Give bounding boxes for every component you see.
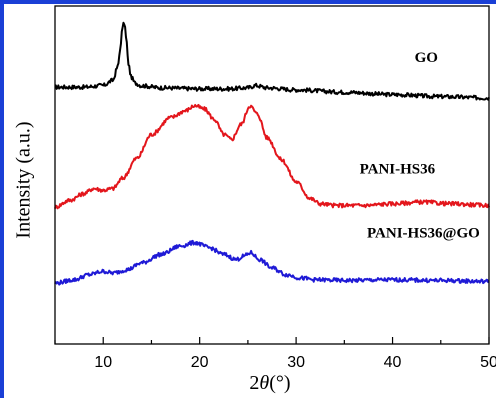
series-annotation: PANI-HS36@GO [367, 226, 480, 242]
x-tick-label: 20 [191, 354, 209, 371]
y-axis-title: Intensity (a.u.) [12, 121, 35, 239]
x-tick-label: 50 [480, 354, 496, 371]
x-tick-label: 10 [94, 354, 112, 371]
series-annotation: GO [415, 50, 438, 66]
annotation-layer: GO PANI-HS36 PANI-HS36@GO [360, 50, 480, 242]
curves-layer [54, 21, 490, 286]
series-line-2 [54, 239, 490, 286]
x-axis-title: 2θ(°) [249, 372, 290, 395]
x-tick-label: 40 [384, 354, 402, 371]
plot-frame [54, 5, 490, 345]
x-axis-title-symbol: θ [259, 372, 270, 394]
series-line-0 [54, 21, 490, 101]
x-tick-label: 30 [287, 354, 305, 371]
series-line-1 [54, 103, 490, 210]
series-annotation: PANI-HS36 [360, 161, 436, 177]
x-axis-title-prefix: 2 [249, 372, 260, 394]
x-ticks-layer: 10 20 30 40 50 [54, 337, 496, 371]
x-axis-title-unit: (°) [269, 372, 291, 394]
